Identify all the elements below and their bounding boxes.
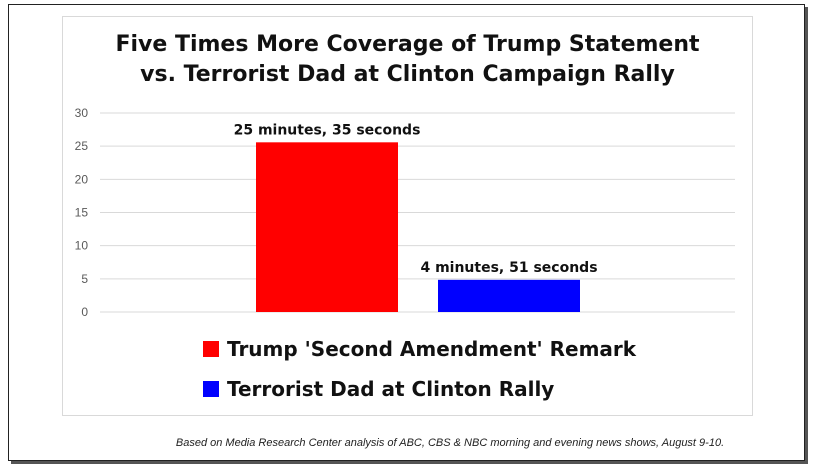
data-label-0: 25 minutes, 35 seconds [234,122,421,138]
legend-swatch-blue [203,381,219,397]
chart-title-line-2: vs. Terrorist Dad at Clinton Campaign Ra… [140,62,675,87]
chart-area [62,16,753,416]
legend-swatch-red [203,341,219,357]
y-tick-label-0: 0 [81,305,88,319]
chart-title-line-1: Five Times More Coverage of Trump Statem… [115,32,700,57]
legend-label-terrorist-dad: Terrorist Dad at Clinton Rally [227,377,555,401]
legend-item-terrorist-dad: Terrorist Dad at Clinton Rally [203,374,554,404]
source-footnote: Based on Media Research Center analysis … [175,437,725,449]
bar-1 [438,279,580,312]
y-tick-label-10: 10 [75,239,89,253]
y-tick-label-25: 25 [75,139,89,153]
legend-item-trump: Trump 'Second Amendment' Remark [203,334,636,364]
data-label-1: 4 minutes, 51 seconds [420,260,597,276]
y-tick-label-15: 15 [75,206,89,220]
y-tick-label-20: 20 [75,172,89,186]
y-tick-label-30: 30 [75,106,89,120]
chart-title: Five Times More Coverage of Trump Statem… [62,30,753,90]
legend-label-trump: Trump 'Second Amendment' Remark [227,337,637,361]
y-tick-label-5: 5 [81,272,88,286]
bar-0 [256,142,398,312]
